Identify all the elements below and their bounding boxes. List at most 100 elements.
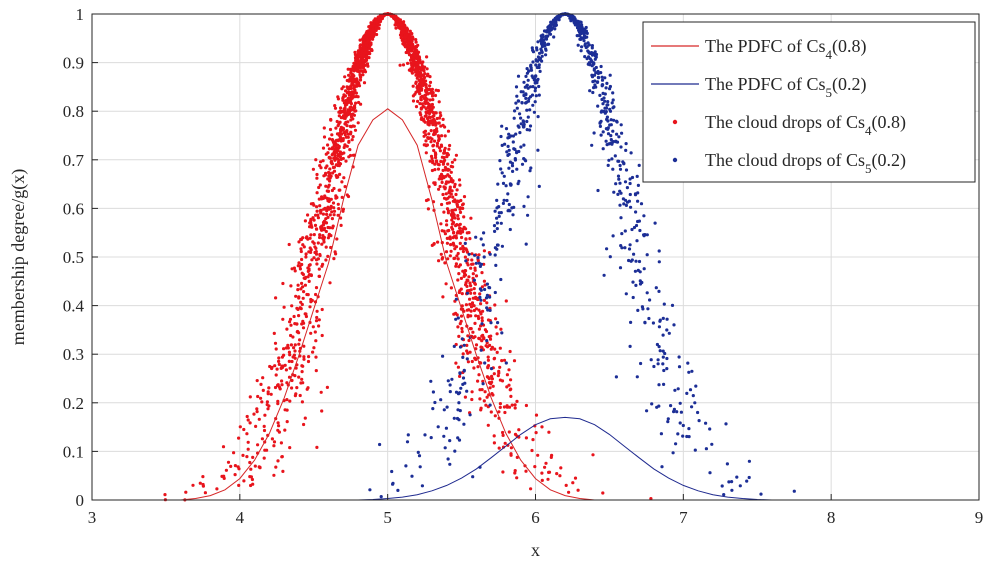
cloud-drop <box>516 182 520 186</box>
cloud-drop <box>415 53 419 57</box>
cloud-drop <box>500 244 504 248</box>
cloud-drop <box>479 345 483 349</box>
cloud-drop <box>455 203 459 207</box>
cloud-drop <box>510 403 514 407</box>
cloud-drop <box>446 173 450 177</box>
cloud-drop <box>313 223 318 227</box>
cloud-drop <box>618 266 623 270</box>
cloud-drop <box>408 29 412 33</box>
cloud-drop <box>314 369 318 373</box>
cloud-drop <box>481 379 485 383</box>
cloud-drop <box>639 202 644 206</box>
cloud-drop <box>681 423 685 428</box>
cloud-drop <box>460 292 464 296</box>
cloud-drop <box>342 176 346 180</box>
cloud-drop <box>314 158 318 162</box>
cloud-drop <box>278 387 282 391</box>
cloud-drop <box>487 285 491 290</box>
cloud-drop <box>599 64 603 69</box>
cloud-drop <box>266 407 270 411</box>
cloud-drop <box>242 427 246 432</box>
cloud-drop <box>669 404 673 408</box>
cloud-drop <box>444 426 448 430</box>
cloud-drop <box>509 183 513 187</box>
cloud-drop <box>441 168 445 172</box>
cloud-drop <box>660 465 664 469</box>
cloud-drop <box>628 344 632 348</box>
cloud-drop <box>458 374 462 378</box>
cloud-drop <box>325 212 329 216</box>
cloud-drop <box>258 465 262 469</box>
cloud-drop <box>302 321 306 325</box>
cloud-drop <box>298 393 302 398</box>
cloud-drop <box>488 295 492 299</box>
cloud-drop <box>519 116 523 120</box>
cloud-drop <box>285 420 289 424</box>
cloud-drop <box>337 114 341 118</box>
cloud-drop <box>495 332 499 336</box>
cloud-drop <box>300 257 304 262</box>
cloud-drop <box>309 223 313 227</box>
cloud-drop <box>226 460 231 464</box>
cloud-drop <box>564 483 568 487</box>
cloud-drop <box>426 101 430 105</box>
cloud-drop <box>293 349 297 353</box>
cloud-drop <box>330 138 334 142</box>
cloud-drop <box>454 361 458 365</box>
cloud-drop <box>634 283 638 287</box>
cloud-drop <box>276 402 280 406</box>
cloud-drop <box>500 331 504 335</box>
cloud-drop <box>253 464 257 468</box>
cloud-drop <box>318 233 322 237</box>
cloud-drop <box>318 204 322 208</box>
cloud-drop <box>540 471 544 475</box>
cloud-drop <box>498 378 502 382</box>
y-tick-label: 0.7 <box>63 151 85 170</box>
cloud-drop <box>614 375 619 379</box>
cloud-drop <box>472 278 476 282</box>
cloud-drop <box>314 355 318 359</box>
cloud-drop <box>505 385 509 389</box>
cloud-drop <box>540 425 544 429</box>
cloud-drop <box>526 115 530 119</box>
cloud-drop <box>486 365 490 369</box>
cloud-drop <box>478 388 482 392</box>
cloud-drop <box>288 446 292 450</box>
cloud-drop <box>558 474 562 478</box>
cloud-drop <box>735 475 739 479</box>
cloud-drop <box>336 153 341 157</box>
cloud-drop <box>445 152 449 156</box>
cloud-drop <box>515 455 519 459</box>
cloud-drop <box>437 163 441 167</box>
cloud-drop <box>575 23 580 27</box>
cloud-drop <box>448 390 452 394</box>
cloud-drop <box>621 197 626 201</box>
cloud-drop <box>456 392 461 396</box>
cloud-drop <box>636 268 640 272</box>
cloud-drop <box>527 69 531 73</box>
cloud-drop <box>289 333 293 338</box>
legend-entry: The PDFC of Cs5(0.2) <box>705 74 867 100</box>
cloud-drop <box>505 198 509 203</box>
cloud-drop <box>588 57 592 61</box>
cloud-drop <box>453 449 457 453</box>
cloud-drop <box>378 442 382 447</box>
cloud-drop <box>277 362 281 366</box>
cloud-drop <box>321 212 325 216</box>
cloud-drop <box>542 38 546 42</box>
cloud-drop <box>480 319 484 323</box>
cloud-drop <box>404 27 408 31</box>
cloud-drop <box>410 35 414 39</box>
cloud-drop <box>696 410 700 415</box>
cloud-drop <box>495 221 499 225</box>
cloud-drop <box>306 275 310 279</box>
cloud-drop <box>573 476 578 480</box>
cloud-drop <box>616 192 620 196</box>
cloud-drop <box>349 132 353 136</box>
cloud-drop <box>443 125 447 129</box>
cloud-drop <box>627 199 632 203</box>
cloud-drop <box>343 185 347 189</box>
cloud-drop <box>478 292 482 296</box>
cloud-drop <box>485 293 489 297</box>
cloud-drop <box>657 249 661 253</box>
